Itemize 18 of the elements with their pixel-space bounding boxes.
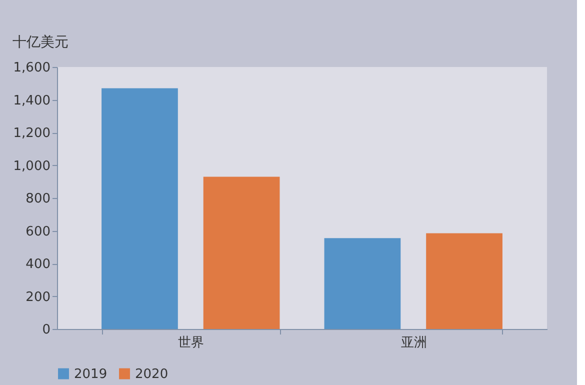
x-tick-label: 亚洲 [400,336,427,350]
y-tick-label: 600 [26,224,50,240]
y-tick-label: 800 [26,192,50,206]
y-tick-label: 1,400 [13,93,50,108]
y-tick-label: 200 [26,290,50,305]
legend-label: 2020 [135,366,168,382]
bar [203,176,280,329]
bar [324,238,401,329]
y-tick-label: 1,600 [13,60,50,76]
bar [426,233,502,329]
y-tick-label: 400 [26,257,50,272]
y-tick-label: 1,000 [13,158,50,174]
y-axis-title: 十亿美元 [12,34,68,50]
legend-label: 2019 [74,366,108,382]
y-tick-label: 1,200 [13,126,50,141]
bar [102,88,178,329]
x-tick-label: 世界 [178,336,204,350]
y-tick-label: 0 [42,322,50,338]
